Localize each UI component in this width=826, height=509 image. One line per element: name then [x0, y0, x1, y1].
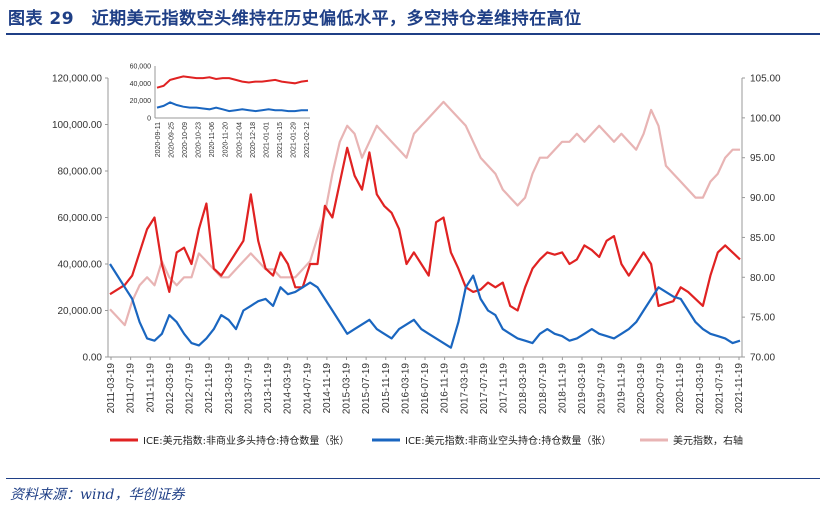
main-plot: 0.00 20,000.00 40,000.00 60,000.00 80,000.00… — [52, 74, 781, 415]
x-tick-label: 2019-11-19 — [616, 363, 627, 414]
x-tick-label: 2018-03-19 — [518, 363, 529, 415]
x-tick-label: 2017-11-19 — [499, 363, 510, 414]
title-divider — [6, 33, 820, 35]
legend-label-1: ICE:美元指数:非商业空头持仓:持仓数量（张） — [405, 434, 611, 447]
x-tick-label: 2016-11-19 — [440, 363, 451, 414]
y-right-tick-label: 90.00 — [750, 193, 775, 204]
x-tick-label: 2011-03-19 — [106, 363, 117, 414]
inset-series-line-long — [156, 75, 309, 89]
x-tick-label: 2014-03-19 — [283, 363, 294, 415]
legend-label-0: ICE:美元指数:非商业多头持仓:持仓数量（张） — [143, 434, 349, 447]
y-left-tick-label: 20,000.00 — [58, 306, 103, 317]
y-left-tick-label: 60,000.00 — [58, 213, 103, 224]
inset-x-tick-label: 2021-01-29 — [290, 122, 297, 158]
y-left-tick-label: 120,000.00 — [52, 74, 102, 85]
x-tick-label: 2012-11-19 — [204, 363, 215, 414]
x-tick-label: 2017-03-19 — [459, 363, 470, 415]
x-tick-label: 2011-07-19 — [126, 363, 137, 414]
x-tick-label: 2012-07-19 — [185, 363, 196, 415]
x-tick-label: 2013-11-19 — [263, 363, 274, 414]
x-tick-label: 2013-07-19 — [243, 363, 254, 415]
x-tick-label: 2016-03-19 — [400, 363, 411, 415]
source-note: 资料来源：wind，华创证券 — [10, 487, 185, 503]
inset-x-tick-label: 2020-10-09 — [182, 122, 189, 158]
x-tick-label: 2014-11-19 — [322, 363, 333, 414]
x-tick-label: 2018-07-19 — [538, 363, 549, 415]
inset-x-tick-label: 2020-11-06 — [209, 122, 216, 157]
inset-x-tick-label: 2020-09-11 — [155, 122, 162, 157]
x-tick-label: 2015-07-19 — [361, 363, 372, 415]
x-tick-label: 2020-11-19 — [675, 363, 686, 414]
inset-y-tick-label: 20,000 — [130, 98, 152, 105]
x-tick-label: 2015-03-19 — [342, 363, 353, 415]
x-tick-label: 2021-07-19 — [714, 363, 725, 415]
x-tick-label: 2016-07-19 — [420, 363, 431, 415]
inset-x-tick-label: 2020-09-25 — [169, 122, 176, 158]
inset-y-tick-label: 0 — [147, 116, 151, 123]
legend: ICE:美元指数:非商业多头持仓:持仓数量（张） ICE:美元指数:非商业空头持仓… — [110, 434, 743, 447]
y-right-tick-label: 95.00 — [750, 153, 775, 164]
chart-title: 图表 29 近期美元指数空头维持在历史偏低水平，多空持仓差维持在高位 — [8, 9, 582, 29]
y-left-tick-label: 0.00 — [83, 353, 103, 364]
x-tick-label: 2011-11-19 — [145, 363, 156, 413]
x-tick-label: 2020-03-19 — [636, 363, 647, 415]
inset-x-tick-label: 2021-01-15 — [277, 122, 284, 158]
x-tick-label: 2017-07-19 — [479, 363, 490, 415]
inset-y-tick-label: 40,000 — [130, 81, 152, 88]
inset-x-tick-label: 2021-02-12 — [304, 122, 311, 158]
inset-x-tick-label: 2020-10-23 — [196, 122, 203, 158]
series-line-long — [109, 146, 741, 312]
legend-label-2: 美元指数，右轴 — [673, 434, 743, 447]
inset-x-tick-label: 2020-12-04 — [236, 122, 243, 158]
source-divider — [6, 478, 820, 479]
x-tick-label: 2019-03-19 — [577, 363, 588, 415]
inset-background — [112, 56, 316, 158]
x-tick-label: 2015-11-19 — [381, 363, 392, 414]
y-right-tick-label: 70.00 — [750, 353, 775, 364]
series-line-short — [109, 263, 741, 349]
y-right-tick-label: 100.00 — [750, 113, 781, 124]
inset-x-tick-label: 2021-01-01 — [263, 122, 270, 158]
y-right-tick-label: 75.00 — [750, 313, 775, 324]
x-tick-label: 2013-03-19 — [224, 363, 235, 415]
y-right-tick-label: 80.00 — [750, 273, 775, 284]
inset-x-tick-label: 2020-11-20 — [223, 122, 230, 157]
x-tick-label: 2021-11-19 — [734, 363, 745, 414]
x-tick-label: 2014-07-19 — [302, 363, 313, 415]
y-right-tick-label: 85.00 — [750, 233, 775, 244]
inset-plot: 0 20,000 40,000 60,000 2020-09-11 2020-09-25 2… — [112, 56, 316, 158]
y-left-tick-label: 40,000.00 — [58, 260, 103, 271]
inset-x-tick-label: 2020-12-18 — [250, 122, 257, 158]
inset-series-line-short — [156, 101, 308, 113]
y-left-tick-label: 80,000.00 — [58, 167, 103, 178]
x-tick-label: 2018-11-19 — [557, 363, 568, 414]
y-left-tick-label: 100,000.00 — [52, 120, 102, 131]
inset-y-tick-label: 60,000 — [130, 64, 152, 71]
x-tick-label: 2012-03-19 — [165, 363, 176, 415]
x-tick-label: 2020-07-19 — [656, 363, 667, 415]
x-tick-label: 2019-07-19 — [597, 363, 608, 415]
x-tick-label: 2021-03-19 — [695, 363, 706, 415]
y-right-tick-label: 105.00 — [750, 74, 781, 85]
